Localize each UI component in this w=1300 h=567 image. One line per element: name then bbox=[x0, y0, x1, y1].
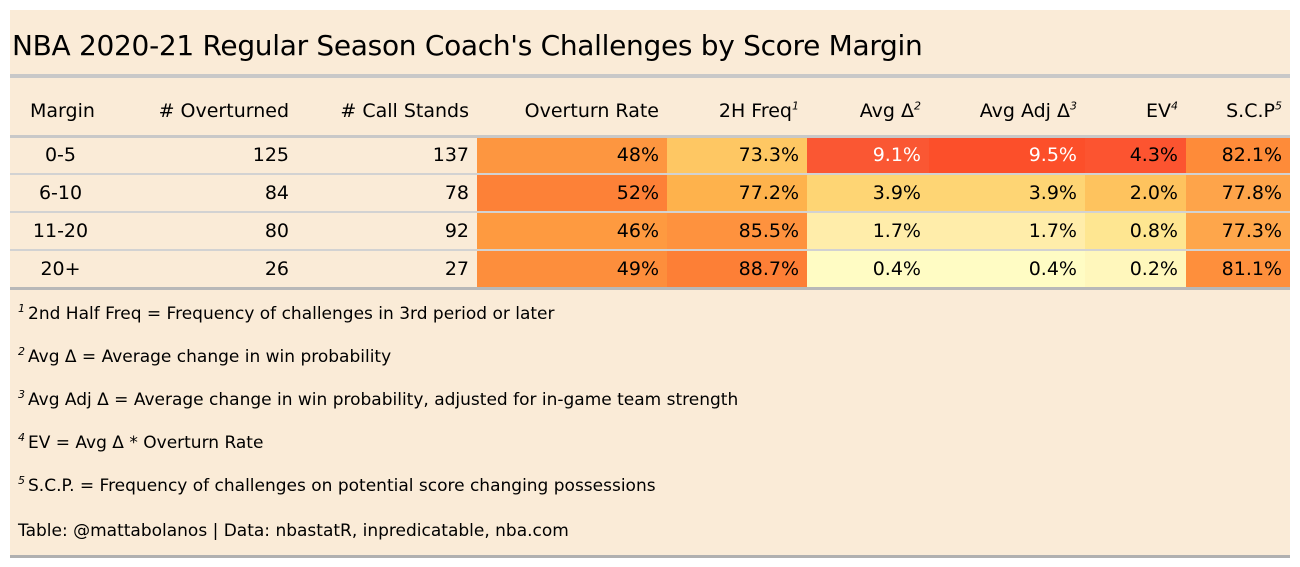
data-cell: 27 bbox=[444, 257, 469, 280]
data-cell: 85.5% bbox=[667, 212, 807, 250]
table-title: NBA 2020-21 Regular Season Coach's Chall… bbox=[12, 29, 923, 62]
margin-cell: 0-5 bbox=[44, 144, 77, 167]
data-cell: 73.3% bbox=[667, 136, 807, 174]
data-cell: 77.3% bbox=[1186, 212, 1290, 250]
data-cell: 137 bbox=[432, 144, 469, 167]
data-cell: 88.7% bbox=[667, 250, 807, 288]
column-header: # Overturned bbox=[111, 88, 297, 136]
data-cell: 84 bbox=[264, 182, 289, 204]
footnote-text: 2nd Half Freq = Frequency of challenges … bbox=[28, 304, 555, 324]
footnote-text: Avg Adj Δ = Average change in win probab… bbox=[28, 390, 739, 410]
data-cell: 0.4% bbox=[807, 250, 929, 288]
footnote-marker: 4 bbox=[18, 431, 25, 445]
table-row: 6-10 84 78 52% 77.2% 3.9% 3.9% 2.0% 77.8% bbox=[10, 174, 1290, 212]
margin-cell: 6-10 bbox=[38, 182, 83, 204]
column-header: # Call Stands bbox=[297, 88, 477, 136]
bottom-rule bbox=[10, 555, 1290, 558]
data-cell: 1.7% bbox=[929, 212, 1085, 250]
column-header-label: Avg Δ bbox=[859, 100, 914, 123]
column-header-label: 2H Freq bbox=[718, 100, 792, 123]
data-cell: 3.9% bbox=[929, 174, 1085, 212]
column-header-label: Margin bbox=[30, 100, 95, 123]
footnote-marker: 5 bbox=[1275, 99, 1282, 113]
margin-cell: 20+ bbox=[40, 257, 81, 280]
table-row: 0-5 125 137 48% 73.3% 9.1% 9.5% 4.3% 82.1% bbox=[10, 136, 1290, 174]
data-cell: 52% bbox=[477, 174, 667, 212]
footnote: 2 Avg Δ = Average change in win probabili… bbox=[18, 345, 1278, 388]
data-cell: 125 bbox=[252, 144, 289, 167]
footnote-marker: 1 bbox=[792, 99, 799, 113]
data-cell: 3.9% bbox=[807, 174, 929, 212]
margin-cell: 11-20 bbox=[32, 220, 89, 242]
footnotes: 1 2nd Half Freq = Frequency of challenges… bbox=[18, 302, 1278, 517]
source-note: Table: @mattabolanos | Data: nbastatR, i… bbox=[18, 521, 569, 541]
column-header-label: EV bbox=[1145, 100, 1171, 123]
data-cell: 1.7% bbox=[807, 212, 929, 250]
data-cell: 78 bbox=[444, 182, 469, 204]
data-cell: 26 bbox=[264, 257, 289, 280]
footnote-text: S.C.P. = Frequency of challenges on pote… bbox=[28, 476, 656, 496]
data-cell: 92 bbox=[444, 220, 469, 242]
table-row: 11-20 80 92 46% 85.5% 1.7% 1.7% 0.8% 77.3% bbox=[10, 212, 1290, 250]
data-cell: 80 bbox=[264, 220, 289, 242]
column-header-label: # Call Stands bbox=[340, 100, 469, 123]
footnote-marker: 3 bbox=[18, 388, 25, 402]
footnote-text: Avg Δ = Average change in win probabilit… bbox=[28, 347, 392, 367]
footnote-marker: 4 bbox=[1171, 99, 1178, 113]
column-header: Avg Adj Δ3 bbox=[929, 88, 1085, 136]
column-header: Margin bbox=[10, 88, 111, 136]
challenges-table: Margin # Overturned # Call Stands Overturn … bbox=[10, 88, 1290, 290]
column-header-label: S.C.P bbox=[1226, 100, 1275, 123]
column-header-label: Overturn Rate bbox=[524, 100, 659, 123]
data-cell: 2.0% bbox=[1085, 174, 1186, 212]
column-header: 2H Freq1 bbox=[667, 88, 807, 136]
data-cell: 82.1% bbox=[1186, 136, 1290, 174]
data-cell: 81.1% bbox=[1186, 250, 1290, 288]
table-panel: NBA 2020-21 Regular Season Coach's Chall… bbox=[10, 10, 1290, 558]
footnote: 4 EV = Avg Δ * Overturn Rate bbox=[18, 431, 1278, 474]
footnote-marker: 2 bbox=[914, 99, 921, 113]
footnote-marker: 1 bbox=[18, 302, 25, 316]
title-rule bbox=[10, 74, 1290, 78]
data-cell: 48% bbox=[477, 136, 667, 174]
column-header: EV4 bbox=[1085, 88, 1186, 136]
data-cell: 4.3% bbox=[1085, 136, 1186, 174]
footnote: 5 S.C.P. = Frequency of challenges on pot… bbox=[18, 474, 1278, 517]
footnote: 3 Avg Adj Δ = Average change in win proba… bbox=[18, 388, 1278, 431]
column-header-label: Avg Adj Δ bbox=[979, 100, 1070, 123]
data-cell: 49% bbox=[477, 250, 667, 288]
table-body: 0-5 125 137 48% 73.3% 9.1% 9.5% 4.3% 82.1% 6-10 84… bbox=[10, 136, 1290, 288]
data-cell: 0.2% bbox=[1085, 250, 1186, 288]
column-header-label: # Overturned bbox=[158, 100, 289, 123]
column-header: S.C.P5 bbox=[1186, 88, 1290, 136]
data-cell: 0.4% bbox=[929, 250, 1085, 288]
data-cell: 77.2% bbox=[667, 174, 807, 212]
footnote: 1 2nd Half Freq = Frequency of challenges… bbox=[18, 302, 1278, 345]
data-cell: 46% bbox=[477, 212, 667, 250]
column-header: Avg Δ2 bbox=[807, 88, 929, 136]
footnote-marker: 2 bbox=[18, 345, 25, 359]
data-cell: 0.8% bbox=[1085, 212, 1186, 250]
data-cell: 9.5% bbox=[929, 136, 1085, 174]
footnote-marker: 5 bbox=[18, 474, 25, 488]
data-cell: 77.8% bbox=[1186, 174, 1290, 212]
footnote-marker: 3 bbox=[1070, 99, 1077, 113]
column-header: Overturn Rate bbox=[477, 88, 667, 136]
table-row: 20+ 26 27 49% 88.7% 0.4% 0.4% 0.2% 81.1% bbox=[10, 250, 1290, 288]
data-cell: 9.1% bbox=[807, 136, 929, 174]
header-row: Margin # Overturned # Call Stands Overturn … bbox=[10, 88, 1290, 136]
footnote-text: EV = Avg Δ * Overturn Rate bbox=[28, 433, 264, 453]
